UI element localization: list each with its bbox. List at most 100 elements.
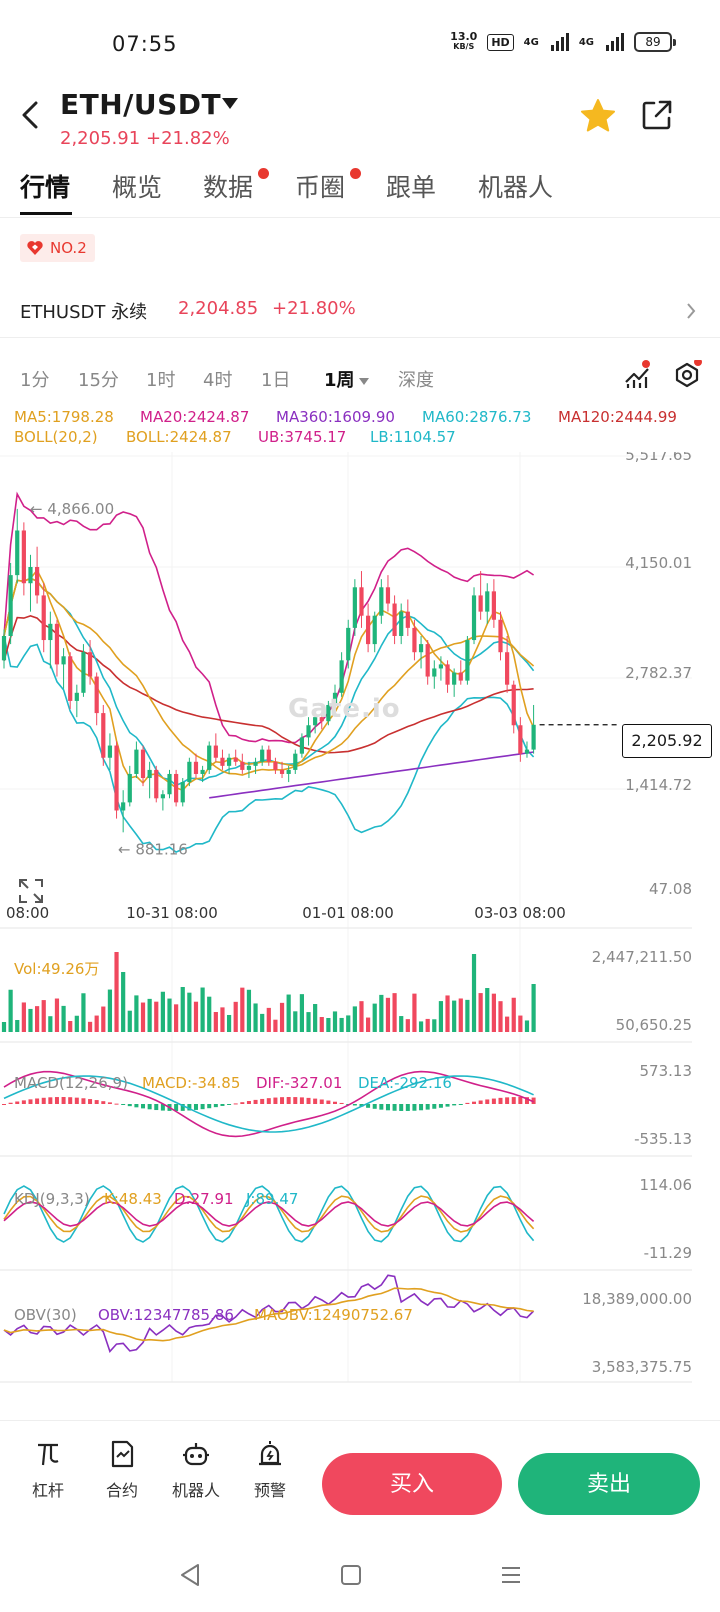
robot-icon [183,1443,209,1466]
candle [359,587,364,616]
maobv-line [3,1287,534,1342]
back-arrow-icon[interactable] [18,100,42,130]
volume-bar [28,1008,33,1032]
macd-bar [147,1104,152,1110]
fullscreen-icon[interactable] [18,878,44,904]
futures-tool[interactable]: 合约 [92,1439,152,1501]
boll-mid-line [3,577,535,776]
nav-menu-icon[interactable] [498,1562,524,1588]
favorite-star-icon[interactable] [580,98,616,134]
interval-1m[interactable]: 1分 [20,370,50,391]
tab-data[interactable]: 数据 [203,173,254,202]
candle [418,644,424,653]
candle [200,769,205,774]
macd-bar [313,1098,318,1104]
volume-bar [266,1007,271,1032]
volume-bar [94,1015,99,1032]
tab-copy-trading[interactable]: 跟单 [386,173,437,202]
volume-bar [445,995,450,1032]
macd-bar [233,1103,238,1105]
candle [226,757,232,766]
leverage-tool[interactable]: 杠杆 [18,1439,78,1501]
macd-bar [491,1098,496,1104]
volume-bar [68,1021,73,1032]
macd-bar [405,1104,410,1111]
volume-bar [35,1006,40,1032]
indicator-chart-icon[interactable] [622,360,652,390]
volume-bar [352,1006,357,1032]
interval-4h[interactable]: 4时 [203,370,233,391]
candle [432,668,437,677]
candle [326,704,331,722]
macd-bar [246,1100,251,1104]
candle [107,745,113,758]
macd-bar [154,1104,159,1111]
candle [54,623,60,665]
macd-bar [425,1104,430,1110]
candle [385,587,391,604]
volume-bar [246,989,252,1032]
boll-lower-line [3,635,535,854]
candle [286,769,291,774]
pair-title[interactable]: ETH/USDT [60,88,222,121]
macd-bar [524,1097,529,1104]
candle [94,676,99,714]
time-axis-label: 01-01 08:00 [302,904,394,922]
interval-1d[interactable]: 1日 [261,370,291,391]
caret-down-icon[interactable] [222,98,238,109]
volume-bar [61,1005,66,1032]
macd-bar [141,1104,146,1109]
macd-bar [48,1097,53,1104]
macd-bar [15,1101,20,1104]
alert-tool[interactable]: 预警 [240,1439,300,1501]
interval-1h[interactable]: 1时 [146,370,176,391]
tab-bots[interactable]: 机器人 [478,173,554,202]
chart-settings-icon[interactable] [672,360,702,390]
tab-overview[interactable]: 概览 [112,173,163,202]
share-icon[interactable] [640,98,674,132]
status-time: 07:55 [112,32,178,56]
macd-bar [260,1098,265,1104]
volume-bar [226,1014,232,1032]
volume-bar [180,987,185,1032]
interval-1w[interactable]: 1周 [324,366,369,392]
alarm-icon [259,1441,281,1466]
interval-depth[interactable]: 深度 [398,370,434,391]
interval-15m[interactable]: 15分 [78,370,119,391]
macd-bar [452,1104,457,1106]
macd-bar [174,1104,179,1111]
leverage-icon [38,1443,59,1466]
ma360-line [209,751,534,799]
volume-bar [48,1016,53,1032]
tab-community[interactable]: 币圈 [295,173,346,202]
price-axis-label: 5,517.65 [625,452,692,464]
macd-bar [61,1097,66,1104]
candle [21,530,26,584]
macd-bar [74,1097,79,1104]
macd-bar [68,1097,73,1104]
candle [452,672,457,685]
volume-bar [418,1021,424,1032]
volume-bar [134,995,139,1032]
perpetual-row[interactable]: ETHUSDT 永续 2,204.85 +21.80% [0,280,720,338]
candle [127,773,132,803]
candle [524,749,530,754]
sell-button[interactable]: 卖出 [518,1453,700,1515]
volume-bar [299,994,304,1032]
candle [61,656,66,665]
buy-button[interactable]: 买入 [322,1453,502,1515]
bot-tool[interactable]: 机器人 [166,1439,226,1501]
volume-bar [41,1000,46,1032]
macd-bar [280,1097,285,1104]
kdj-d-line [3,1201,535,1227]
futures-label: 合约 [105,1481,138,1500]
volume-bar [107,989,113,1032]
volume-bar [339,1017,344,1032]
candle [412,627,417,653]
tab-market[interactable]: 行情 [20,173,71,202]
nav-back-icon[interactable] [178,1562,204,1588]
price-chart[interactable]: 5,517.65 4,150.01 2,782.37 1,414.72 47.08 ← 4… [0,452,720,1392]
nav-home-icon[interactable] [338,1562,364,1588]
macd-bar [81,1098,86,1104]
volume-bar [405,1019,410,1032]
